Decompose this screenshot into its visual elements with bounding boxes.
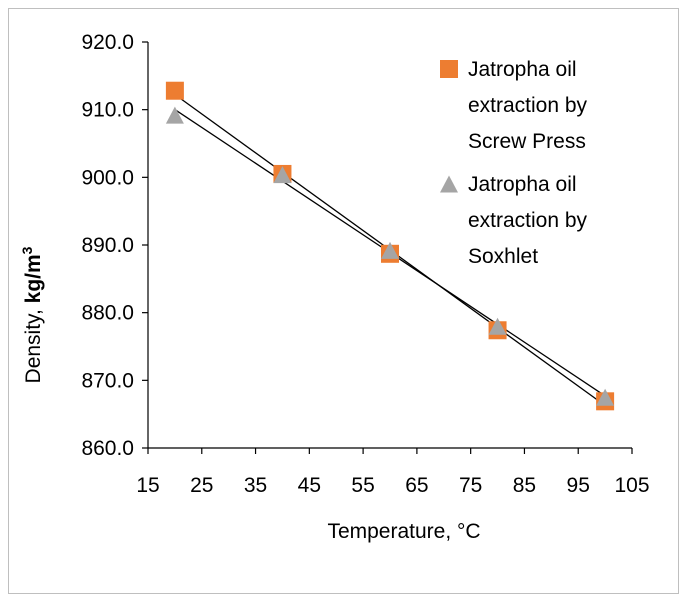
y-tick-label: 890.0 [81,234,134,257]
y-axis-title-unit: kg/m [22,254,45,303]
soxhlet-point [381,241,399,259]
x-tick-label: 55 [351,474,374,497]
y-ticks: 860.0 870.0 880.0 890.0 900.0 910.0 920.0 [81,31,148,460]
y-axis-title-prefix: Density, [22,303,45,383]
soxhlet-point [596,388,615,406]
x-tick-label: 35 [244,474,267,497]
legend-label: Jatropha oil [468,58,577,81]
x-tick-label: 25 [190,474,213,497]
x-tick-label: 75 [459,474,482,497]
legend-label: Jatropha oil [468,173,577,196]
y-tick-label: 910.0 [81,99,134,122]
x-tick-label: 65 [405,474,428,497]
y-axis-title-sup: 3 [19,246,35,254]
chart-frame [8,8,679,594]
y-axis-title: Density, kg/m3 [19,246,45,383]
x-tick-label: 15 [136,474,159,497]
x-tick-label: 105 [614,474,649,497]
data-points [165,81,615,411]
y-tick-label: 870.0 [81,369,134,392]
x-tick-label: 95 [567,474,590,497]
y-tick-label: 860.0 [81,437,134,460]
legend-marker-screw-press [440,60,458,78]
legend-label: Soxhlet [468,245,538,268]
x-tick-label: 85 [513,474,536,497]
x-tick-label: 45 [298,474,321,497]
y-tick-label: 900.0 [81,166,134,189]
soxhlet-point [165,106,184,124]
x-axis-title: Temperature, °C [327,520,480,543]
y-tick-label: 920.0 [81,31,134,54]
y-tick-label: 880.0 [81,302,134,325]
x-ticks: 15 25 35 45 55 65 75 85 95 105 [136,448,650,497]
legend-marker-soxhlet [440,175,458,193]
legend-label: Screw Press [468,130,586,153]
screw-press-point [165,81,184,100]
soxhlet-point [273,166,292,184]
legend-label: extraction by [468,94,588,117]
legend: Jatropha oil extraction by Screw Press Jatr… [440,58,588,268]
legend-label: extraction by [468,209,588,232]
soxhlet-point [488,317,507,335]
